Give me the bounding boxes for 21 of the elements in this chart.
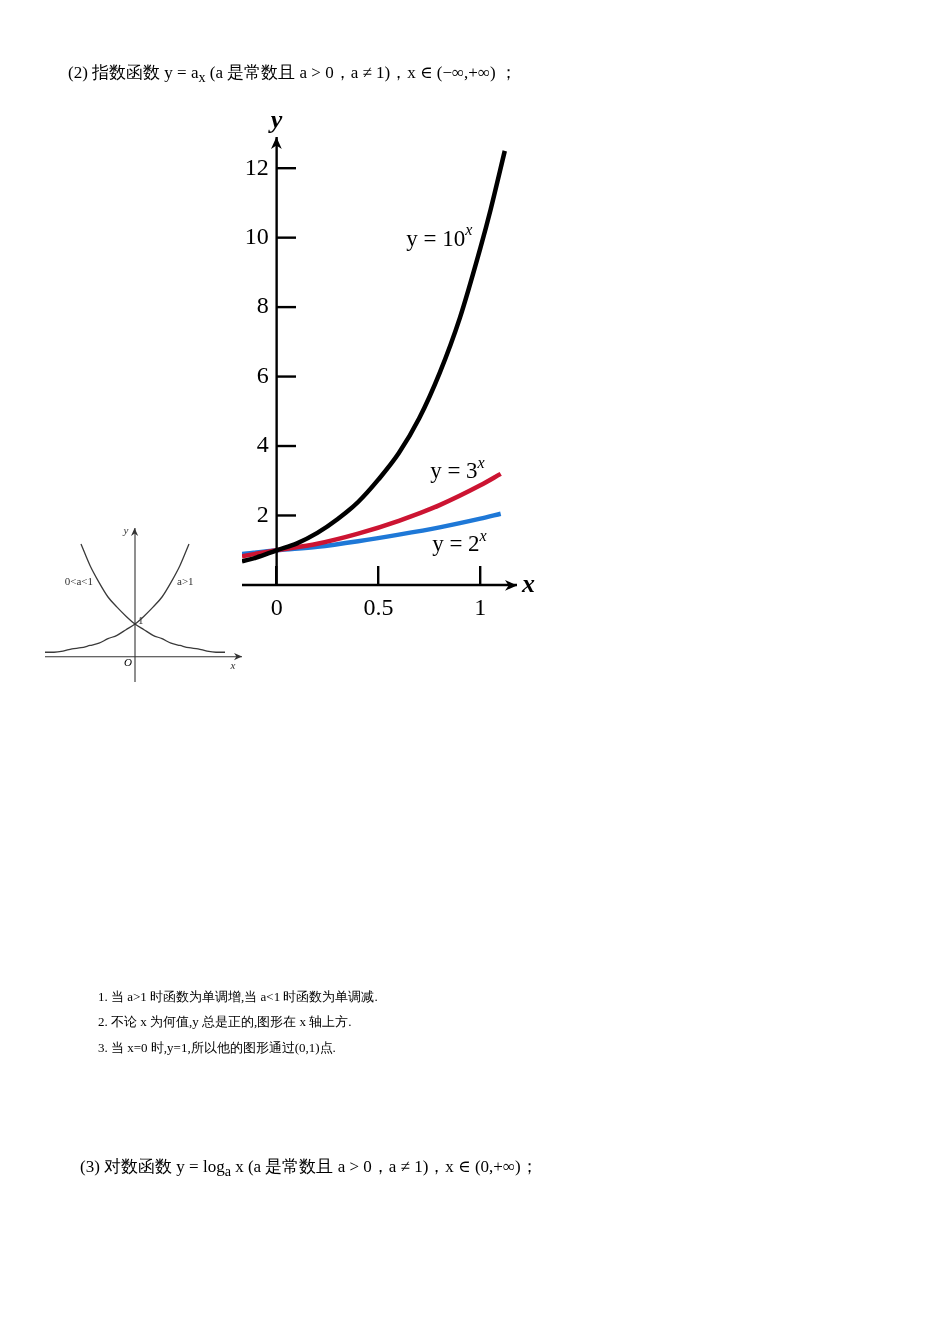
y-tick-label: 12 [244,153,269,180]
y-tick-label: 6 [256,361,269,388]
x-tick-label: 0.5 [363,593,394,620]
x-tick-label: 0 [270,593,283,620]
annotation: O [124,656,132,669]
y-tick-label: 10 [244,223,269,250]
y-axis-title: y [267,104,283,134]
text: 1. 当 a>1 时函数为单调增,当 a<1 时函数为单调减. [98,989,378,1005]
text: 3. 当 x=0 时,y=1,所以他的图形通过(0,1)点. [98,1040,336,1056]
series-label: a>1 [177,575,194,588]
x-tick-label: 1 [474,593,487,620]
x-axis-title: x [521,568,535,598]
y-tick-label: 8 [256,292,269,319]
text: (3) 对数函数 y = log$_{a}$ x (a 是常数且 a > 0，a ≠ 1)，x ∈ (0,+∞)； [80,1157,538,1180]
text: 2. 不论 x 为何值,y 总是正的,图形在 x 轴上方. [98,1014,352,1030]
series-label: 0<a<1 [64,575,94,588]
x-axis-title: x [229,658,236,671]
chart-title: (2) 指数函数 y = a$_{x}$ (a 是常数且 a > 0，a ≠ 1)，x ∈ (−∞,+∞) ； [68,62,517,87]
y-axis-title: y [122,523,129,536]
y-tick-label: 4 [256,431,269,458]
y-tick-label: 2 [256,500,269,527]
